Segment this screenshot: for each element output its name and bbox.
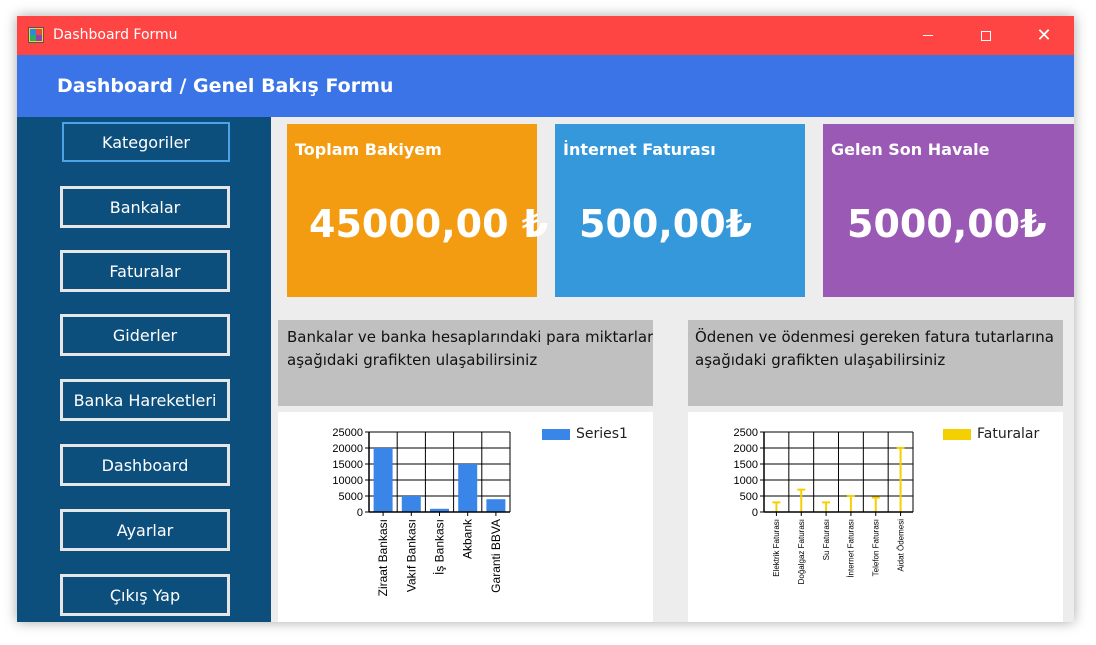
- x-tick-label: Elektrik Faturası: [772, 519, 781, 577]
- description-line: aşağıdaki grafikten ulaşabilirsiniz: [287, 351, 538, 369]
- sidebar-item-faturalar[interactable]: Faturalar: [60, 250, 230, 292]
- sidebar-item-banka-hareketleri[interactable]: Banka Hareketleri: [60, 379, 230, 421]
- balance-card: Toplam Bakiyem 45000,00 ₺: [287, 124, 548, 297]
- card-title: Toplam Bakiyem: [295, 140, 442, 159]
- legend-swatch: [943, 428, 971, 440]
- minimize-icon: [923, 35, 933, 36]
- y-tick-label: 10000: [332, 475, 363, 487]
- bills-chart: 0 500 1000 1500 2000 2500 Elektrik Faturası Doğ…: [688, 412, 1063, 622]
- legend-swatch: [542, 428, 570, 440]
- bar: [373, 448, 393, 512]
- chart-legend: Series1: [542, 426, 628, 442]
- window-title: Dashboard Formu: [53, 27, 178, 43]
- x-tick-label: Su Faturası: [822, 519, 831, 560]
- bills-chart-svg: 0 500 1000 1500 2000 2500 Elektrik Faturası Doğ…: [734, 427, 914, 584]
- sidebar-item-giderler[interactable]: Giderler: [60, 314, 230, 356]
- x-tick-label: Aidat Ödemesi: [896, 519, 905, 572]
- internet-bill-card: İnternet Faturası 500,00₺: [555, 124, 805, 297]
- close-icon: ✕: [1036, 25, 1052, 46]
- y-tick-label: 500: [740, 491, 758, 503]
- close-button[interactable]: ✕: [1015, 16, 1073, 55]
- y-tick-label: 20000: [332, 443, 363, 455]
- sidebar: Kategoriler Bankalar Faturalar Giderler …: [17, 117, 271, 622]
- banks-description: Bankalar ve banka hesaplarındaki para mi…: [278, 320, 653, 406]
- x-tick-label: İnternet Faturası: [847, 519, 856, 578]
- x-tick-label: İş Bankası: [433, 519, 447, 575]
- legend-label: Faturalar: [977, 426, 1040, 442]
- x-tick-label: Doğalgaz Faturası: [797, 519, 806, 584]
- page-header: Dashboard / Genel Bakış Formu: [17, 55, 1074, 117]
- x-tick-label: Ziraat Bankası: [376, 519, 390, 596]
- dashboard-window: Dashboard Formu ✕ Dashboard / Genel Bakı…: [17, 16, 1074, 622]
- bar: [486, 499, 506, 512]
- description-line: Ödenen ve ödenmesi gereken fatura tutarl…: [695, 328, 1054, 346]
- sidebar-item-ayarlar[interactable]: Ayarlar: [60, 509, 230, 551]
- card-value: 5000,00₺: [847, 202, 1047, 246]
- y-tick-label: 0: [357, 507, 363, 519]
- bar: [401, 496, 421, 512]
- minimize-button[interactable]: [899, 16, 957, 55]
- x-tick-label: Vakıf Bankası: [404, 519, 418, 592]
- sidebar-item-bankalar[interactable]: Bankalar: [60, 186, 230, 228]
- sidebar-item-kategoriler[interactable]: Kategoriler: [62, 122, 230, 162]
- bar: [430, 508, 449, 512]
- y-tick-label: 0: [752, 507, 758, 519]
- y-tick-label: 5000: [339, 491, 363, 503]
- y-tick-label: 2000: [734, 443, 758, 455]
- x-tick-label: Telefon Faturası: [871, 519, 880, 576]
- bar: [458, 464, 478, 512]
- card-value: 500,00₺: [579, 202, 753, 246]
- card-title: İnternet Faturası: [563, 140, 716, 159]
- description-line: aşağıdaki grafikten ulaşabilirsiniz: [695, 351, 946, 369]
- banks-chart-svg: 0 5000 10000 15000 20000 25000 Ziraat Bankası V…: [332, 427, 511, 596]
- banks-chart: 0 5000 10000 15000 20000 25000 Ziraat Bankası V…: [278, 412, 653, 622]
- maximize-button[interactable]: [957, 16, 1015, 55]
- bills-description: Ödenen ve ödenmesi gereken fatura tutarl…: [688, 320, 1063, 406]
- x-tick-label: Akbank: [461, 518, 475, 559]
- y-tick-label: 25000: [332, 427, 363, 439]
- last-transfer-card: Gelen Son Havale 5000,00₺: [823, 124, 1074, 297]
- card-value: 45000,00 ₺: [309, 202, 549, 246]
- chart-legend: Faturalar: [943, 426, 1039, 442]
- maximize-icon: [981, 30, 991, 41]
- y-tick-label: 1000: [734, 475, 758, 487]
- legend-label: Series1: [576, 426, 628, 442]
- x-tick-label: Garanti BBVA: [489, 519, 503, 593]
- app-icon: [28, 27, 44, 43]
- sidebar-item-dashboard[interactable]: Dashboard: [60, 444, 230, 486]
- title-bar[interactable]: Dashboard Formu ✕: [17, 16, 1074, 55]
- card-title: Gelen Son Havale: [831, 140, 990, 159]
- page-title: Dashboard / Genel Bakış Formu: [57, 75, 394, 97]
- description-line: Bankalar ve banka hesaplarındaki para mi…: [287, 328, 653, 346]
- y-tick-label: 15000: [332, 459, 363, 471]
- sidebar-item-cikis-yap[interactable]: Çıkış Yap: [60, 574, 230, 616]
- y-tick-label: 1500: [734, 459, 758, 471]
- y-tick-label: 2500: [734, 427, 758, 439]
